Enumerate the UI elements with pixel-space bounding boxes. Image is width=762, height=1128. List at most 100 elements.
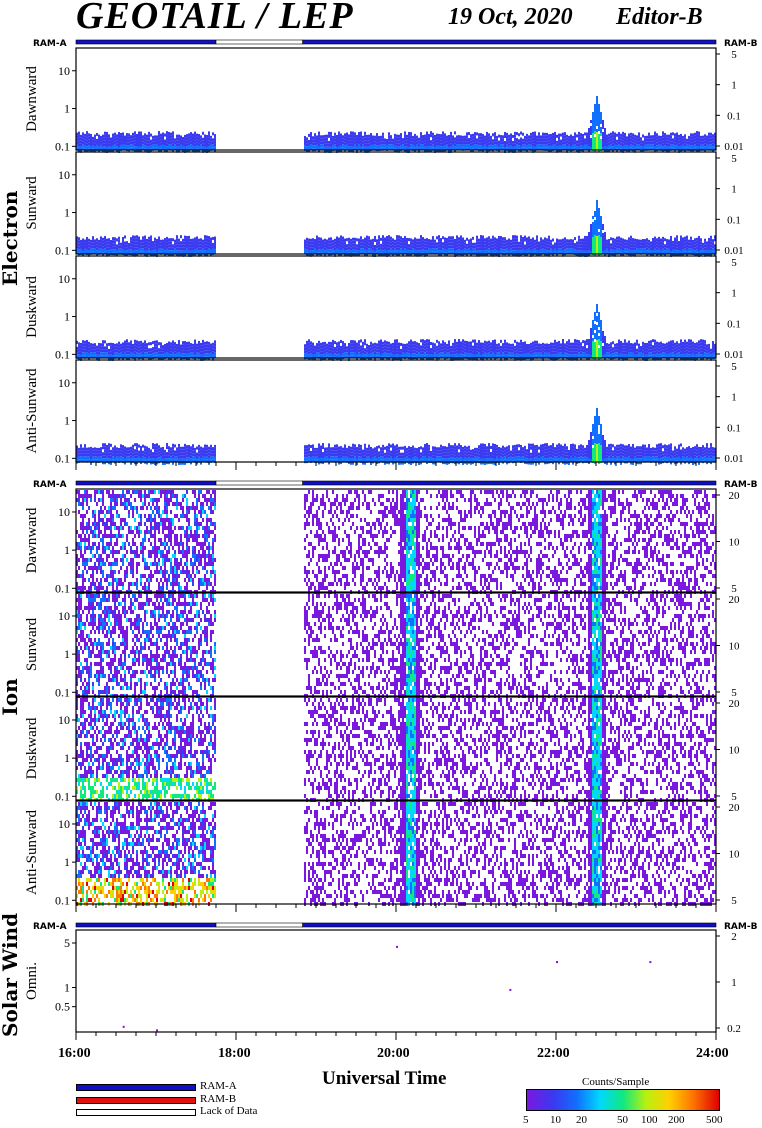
y-right-tick-label: 1 bbox=[731, 80, 737, 92]
colorbar-tick: 5 bbox=[523, 1114, 529, 1126]
panel-frame bbox=[75, 151, 717, 255]
y-tick-label: 10 bbox=[58, 713, 70, 727]
panel-ylabel: Anti-Sunward bbox=[24, 810, 40, 895]
ram-a-label-electron: RAM-A bbox=[33, 39, 67, 49]
y-tick-label: 0.1 bbox=[55, 581, 70, 595]
colorbar-tick: 20 bbox=[576, 1114, 587, 1126]
legend-ram-b-swatch bbox=[76, 1097, 196, 1104]
solar-wind-point bbox=[649, 961, 652, 964]
y-tick-label: 1 bbox=[64, 102, 70, 116]
y-tick-label: 5 bbox=[64, 936, 70, 950]
colorbar bbox=[526, 1089, 720, 1111]
panel-ylabel: Sunward bbox=[24, 176, 40, 230]
ram-a-label-ion: RAM-A bbox=[33, 480, 67, 490]
y-right-tick-label: 5 bbox=[731, 583, 737, 595]
y-tick-label: 1 bbox=[64, 310, 70, 324]
ram-status-gap bbox=[215, 922, 303, 928]
panel-frame bbox=[75, 592, 717, 697]
x-tick-label: 16:00 bbox=[58, 1046, 91, 1062]
y-tick-label: 0.1 bbox=[55, 893, 70, 907]
y-right-tick-label: 1 bbox=[731, 392, 737, 404]
legend-lack-label: Lack of Data bbox=[200, 1105, 257, 1117]
y-right-tick-label: 5 bbox=[731, 49, 737, 61]
y-tick-label: 10 bbox=[58, 272, 70, 286]
y-tick-label: 1 bbox=[64, 751, 70, 765]
x-tick-label: 20:00 bbox=[377, 1046, 410, 1062]
y-right-tick-label: 1 bbox=[731, 977, 737, 989]
solar-wind-point bbox=[396, 945, 398, 948]
solar-wind-point bbox=[556, 961, 558, 964]
y-tick-label: 1 bbox=[64, 543, 70, 557]
y-tick-label: 10 bbox=[58, 817, 70, 831]
panel-ylabel: Omni. bbox=[24, 962, 40, 1000]
chart-title: GEOTAIL / LEP bbox=[76, 0, 354, 38]
y-right-tick-label: 5 bbox=[731, 687, 737, 699]
y-right-tick-label: 0.1 bbox=[727, 318, 741, 330]
panel-frame bbox=[75, 488, 717, 593]
chart-editor: Editor-B bbox=[616, 4, 703, 31]
panel-ylabel: Anti-Sunward bbox=[24, 368, 40, 453]
panel-frame bbox=[75, 696, 717, 801]
y-right-tick-label: 20 bbox=[729, 802, 741, 814]
y-right-tick-label: 10 bbox=[729, 849, 741, 861]
y-tick-label: 1 bbox=[64, 647, 70, 661]
y-right-tick-label: 0.01 bbox=[724, 141, 743, 153]
y-tick-label: 0.1 bbox=[55, 139, 70, 153]
ram-status-bar bbox=[302, 922, 717, 928]
ram-status-bar bbox=[302, 39, 717, 45]
legend-ram-b-label: RAM-B bbox=[200, 1093, 236, 1105]
legend-ram-a-label: RAM-A bbox=[200, 1080, 237, 1092]
ram-status-gap bbox=[215, 480, 303, 486]
panel-ylabel: Duskward bbox=[24, 276, 40, 338]
colorbar-title: Counts/Sample bbox=[582, 1076, 649, 1088]
solar-wind-point bbox=[156, 1029, 158, 1032]
legend-lack-swatch bbox=[76, 1109, 196, 1116]
spectrogram-cells bbox=[76, 698, 716, 802]
y-right-tick-label: 5 bbox=[731, 153, 737, 165]
x-tick-label: 22:00 bbox=[537, 1046, 570, 1062]
solar-wind-point bbox=[122, 1025, 125, 1028]
y-tick-label: 0.5 bbox=[55, 1000, 70, 1014]
y-tick-label: 1 bbox=[64, 855, 70, 869]
panel-frame bbox=[75, 929, 717, 1033]
panel-ylabel: Sunward bbox=[24, 617, 40, 671]
colorbar-tick: 100 bbox=[641, 1114, 658, 1126]
y-tick-label: 0.1 bbox=[55, 243, 70, 257]
y-tick-label: 1 bbox=[64, 206, 70, 220]
ram-status-bar bbox=[302, 480, 717, 486]
ram-b-label-ion: RAM-B bbox=[724, 480, 757, 490]
spectrogram-cells bbox=[76, 96, 716, 153]
chart-date: 19 Oct, 2020 bbox=[448, 4, 573, 31]
y-right-tick-label: 1 bbox=[731, 288, 737, 300]
y-tick-label: 0.1 bbox=[55, 347, 70, 361]
y-tick-label: 0.1 bbox=[55, 685, 70, 699]
y-tick-label: 10 bbox=[58, 505, 70, 519]
ram-b-label-solar-wind: RAM-B bbox=[724, 922, 757, 932]
y-right-tick-label: 20 bbox=[729, 594, 741, 606]
y-right-tick-label: 0.2 bbox=[727, 1023, 741, 1035]
y-right-tick-label: 10 bbox=[729, 745, 741, 757]
y-right-tick-label: 0.01 bbox=[724, 453, 743, 465]
y-right-tick-label: 10 bbox=[729, 641, 741, 653]
panel-ylabel: Duskward bbox=[24, 717, 40, 779]
y-right-tick-label: 2 bbox=[731, 931, 737, 943]
colorbar-tick: 50 bbox=[617, 1114, 628, 1126]
ram-status-bar bbox=[75, 922, 217, 928]
ram-status-gap bbox=[215, 39, 303, 45]
y-right-tick-label: 5 bbox=[731, 791, 737, 803]
y-right-tick-label: 5 bbox=[731, 361, 737, 373]
spectrogram-cells bbox=[76, 490, 716, 594]
y-tick-label: 0.1 bbox=[55, 451, 70, 465]
y-right-tick-label: 10 bbox=[729, 537, 741, 549]
solar-wind-point bbox=[509, 988, 512, 991]
colorbar-tick: 200 bbox=[668, 1114, 685, 1126]
spectrogram-cells bbox=[76, 200, 716, 257]
ram-status-bar bbox=[75, 39, 217, 45]
panel-ylabel: Dawnward bbox=[24, 66, 40, 132]
y-right-tick-label: 20 bbox=[729, 698, 741, 710]
y-right-tick-label: 0.01 bbox=[724, 245, 743, 257]
x-tick-label: 24:00 bbox=[696, 1046, 729, 1062]
x-axis-title: Universal Time bbox=[322, 1068, 446, 1090]
y-right-tick-label: 5 bbox=[731, 257, 737, 269]
